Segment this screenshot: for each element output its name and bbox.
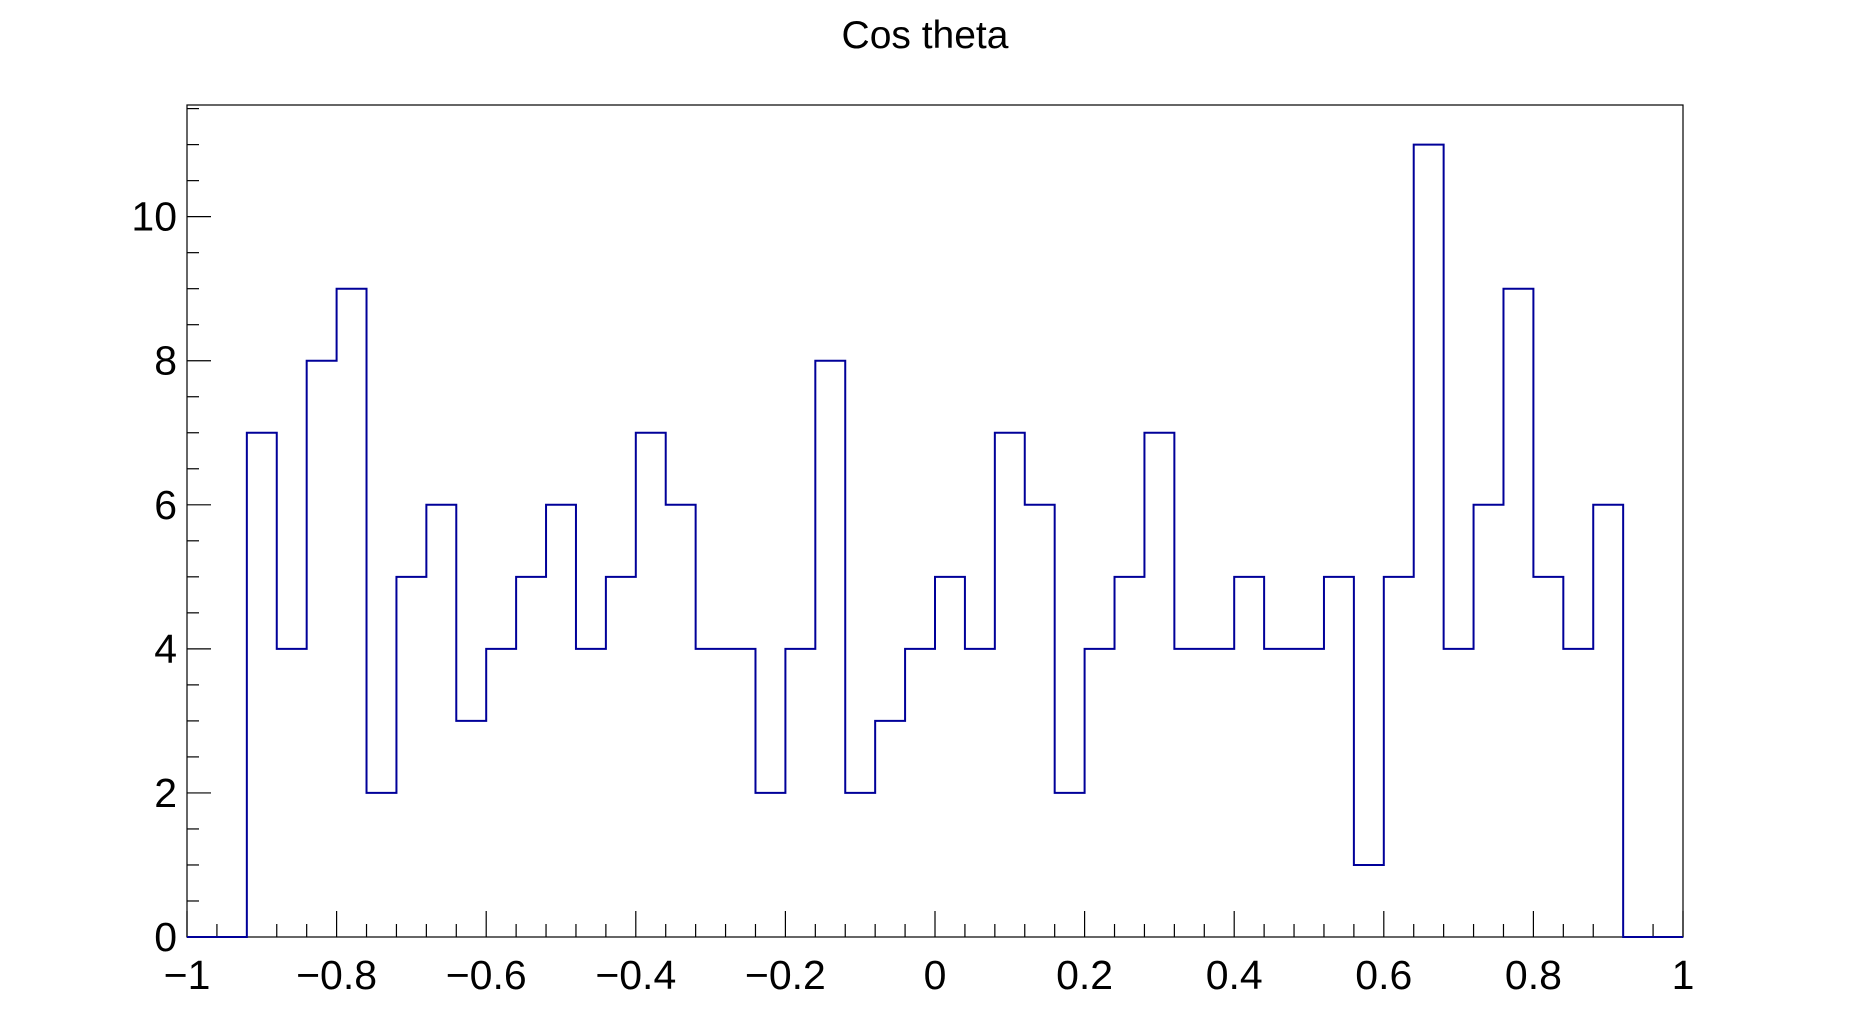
histogram-bin — [965, 649, 995, 937]
histogram-bin — [1144, 433, 1174, 937]
histogram-bin — [576, 649, 606, 937]
histogram-bin — [337, 289, 367, 937]
x-tick-label: 0.2 — [1056, 952, 1113, 998]
histogram-bin — [1174, 649, 1204, 937]
x-axis: −1 −0.8 −0.6 −0.4 −0.2 0 0.2 0.4 0.6 0.8 1 — [164, 911, 1695, 998]
histogram-bin — [905, 649, 935, 937]
x-tick-label: 0.4 — [1206, 952, 1263, 998]
histogram-bin — [1234, 577, 1264, 937]
histogram-bin — [935, 577, 965, 937]
histogram-bin — [1025, 505, 1055, 937]
histogram-bin — [516, 577, 546, 937]
histogram-bin — [1204, 649, 1234, 937]
histogram-bin — [1115, 577, 1145, 937]
y-tick-label: 4 — [154, 626, 177, 672]
histogram-bin — [1294, 649, 1324, 937]
histogram-bin — [636, 433, 666, 937]
y-tick-label: 2 — [154, 770, 177, 816]
x-tick-label: 1 — [1672, 952, 1695, 998]
histogram-bin — [546, 505, 576, 937]
histogram-bin — [1055, 793, 1085, 937]
histogram-bin — [1384, 577, 1414, 937]
x-tick-label: −0.4 — [595, 952, 676, 998]
histogram-bin — [1264, 649, 1294, 937]
histogram-bin — [247, 433, 277, 937]
histogram-bin — [367, 793, 397, 937]
histogram-bin — [785, 649, 815, 937]
histogram-outline — [187, 143, 1683, 938]
histogram-bin — [396, 577, 426, 937]
histogram-bin — [1563, 649, 1593, 937]
histogram-bin — [1414, 145, 1444, 937]
histogram-bin — [1533, 577, 1563, 937]
histogram-bin — [1593, 505, 1623, 937]
histogram-bin — [486, 649, 516, 937]
y-tick-label: 6 — [154, 482, 177, 528]
x-tick-label: −0.8 — [296, 952, 377, 998]
y-tick-label: 0 — [154, 914, 177, 960]
histogram-bin — [456, 721, 486, 937]
chart-title: Cos theta — [842, 14, 1009, 57]
histogram-bin — [755, 793, 785, 937]
histogram-bin — [307, 361, 337, 937]
y-tick-label: 8 — [154, 338, 177, 384]
histogram-bin — [995, 433, 1025, 937]
histogram-bin — [1503, 289, 1533, 937]
histogram-bin — [426, 505, 456, 937]
x-tick-label: 0 — [924, 952, 947, 998]
histogram-bin — [1474, 505, 1504, 937]
histogram-bin — [815, 361, 845, 937]
histogram-bin — [1354, 865, 1384, 937]
y-tick-label: 10 — [131, 194, 177, 240]
histogram-bin — [1444, 649, 1474, 937]
histogram-bin — [1085, 649, 1115, 937]
x-tick-label: 0.6 — [1355, 952, 1412, 998]
histogram-bin — [875, 721, 905, 937]
y-axis: 0 2 4 6 8 10 — [131, 108, 211, 960]
x-tick-label: 0.8 — [1505, 952, 1562, 998]
histogram-bin — [696, 649, 726, 937]
plot-frame — [186, 104, 1684, 938]
x-tick-label: −0.2 — [745, 952, 826, 998]
histogram-bins — [247, 145, 1623, 937]
histogram-bin — [606, 577, 636, 937]
histogram-bin — [845, 793, 875, 937]
histogram-bin — [666, 505, 696, 937]
x-tick-label: −0.6 — [446, 952, 527, 998]
histogram-bin — [277, 649, 307, 937]
x-tick-label: −1 — [164, 952, 211, 998]
histogram-bin — [1324, 577, 1354, 937]
histogram-bin — [726, 649, 756, 937]
